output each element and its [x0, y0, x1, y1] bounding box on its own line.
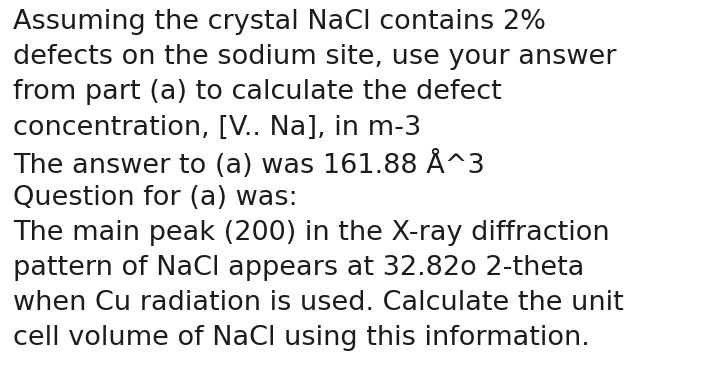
Text: defects on the sodium site, use your answer: defects on the sodium site, use your ans… [13, 44, 616, 70]
Text: cell volume of NaCl using this information.: cell volume of NaCl using this informati… [13, 325, 590, 351]
Text: The answer to (a) was 161.88 Å^3: The answer to (a) was 161.88 Å^3 [13, 150, 485, 179]
Text: when Cu radiation is used. Calculate the unit: when Cu radiation is used. Calculate the… [13, 290, 624, 316]
Text: concentration, [V.. Na], in m-3: concentration, [V.. Na], in m-3 [13, 115, 421, 141]
Text: from part (a) to calculate the defect: from part (a) to calculate the defect [13, 79, 502, 105]
Text: pattern of NaCl appears at 32.82o 2-theta: pattern of NaCl appears at 32.82o 2-thet… [13, 255, 585, 281]
Text: Question for (a) was:: Question for (a) was: [13, 185, 297, 211]
Text: Assuming the crystal NaCl contains 2%: Assuming the crystal NaCl contains 2% [13, 9, 546, 35]
Text: The main peak (200) in the X-ray diffraction: The main peak (200) in the X-ray diffrac… [13, 220, 610, 246]
